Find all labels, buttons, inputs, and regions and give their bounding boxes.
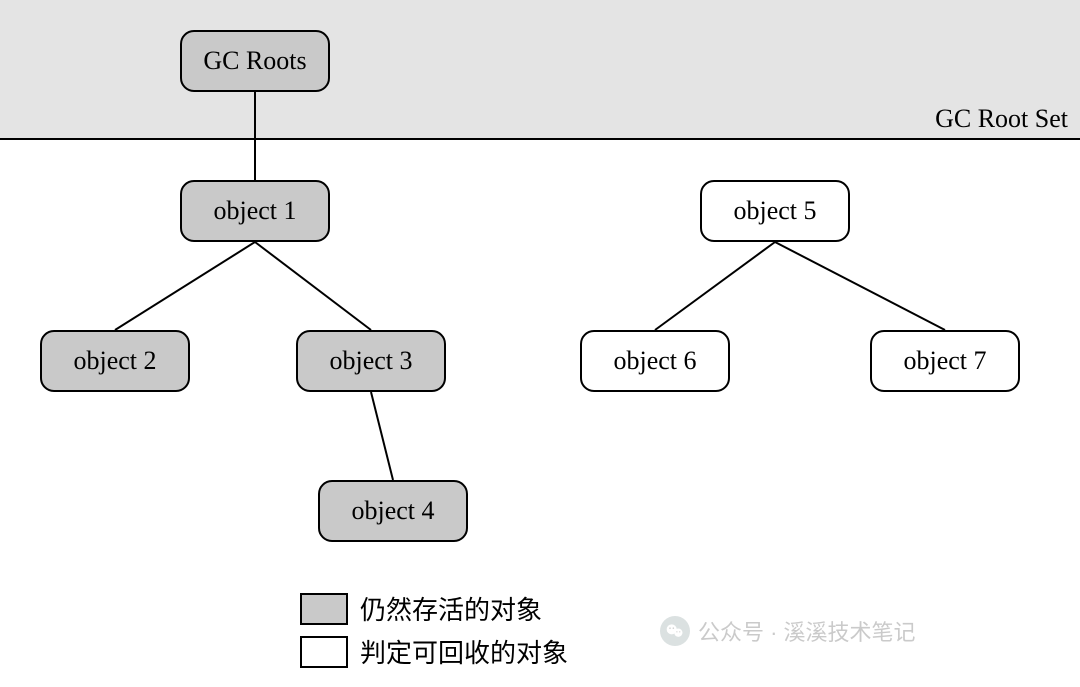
node-obj4: object 4 (318, 480, 468, 542)
node-label: object 7 (903, 346, 986, 376)
legend-row: 仍然存活的对象 (300, 590, 568, 627)
node-obj5: object 5 (700, 180, 850, 242)
legend: 仍然存活的对象判定可回收的对象 (300, 590, 568, 670)
node-label: object 2 (73, 346, 156, 376)
legend-row: 判定可回收的对象 (300, 633, 568, 670)
edge-obj5-obj7 (775, 242, 945, 330)
watermark: 公众号 · 溪溪技术笔记 (660, 615, 916, 647)
node-label: object 6 (613, 346, 696, 376)
legend-swatch (300, 593, 348, 625)
wechat-icon (660, 616, 690, 646)
node-label: object 1 (213, 196, 296, 226)
legend-swatch (300, 636, 348, 668)
watermark-text: 公众号 · 溪溪技术笔记 (698, 615, 916, 647)
node-obj7: object 7 (870, 330, 1020, 392)
edge-obj3-obj4 (371, 392, 393, 480)
legend-label: 判定可回收的对象 (360, 633, 568, 670)
edge-obj1-obj2 (115, 242, 255, 330)
node-label: object 3 (329, 346, 412, 376)
legend-label: 仍然存活的对象 (360, 590, 542, 627)
edge-obj5-obj6 (655, 242, 775, 330)
edge-obj1-obj3 (255, 242, 371, 330)
node-obj3: object 3 (296, 330, 446, 392)
node-label: GC Roots (203, 46, 306, 76)
node-label: object 5 (733, 196, 816, 226)
gc-root-set-label: GC Root Set (935, 104, 1068, 134)
node-obj6: object 6 (580, 330, 730, 392)
node-obj2: object 2 (40, 330, 190, 392)
node-gcroots: GC Roots (180, 30, 330, 92)
node-obj1: object 1 (180, 180, 330, 242)
gc-root-set-band: GC Root Set (0, 0, 1080, 140)
node-label: object 4 (351, 496, 434, 526)
